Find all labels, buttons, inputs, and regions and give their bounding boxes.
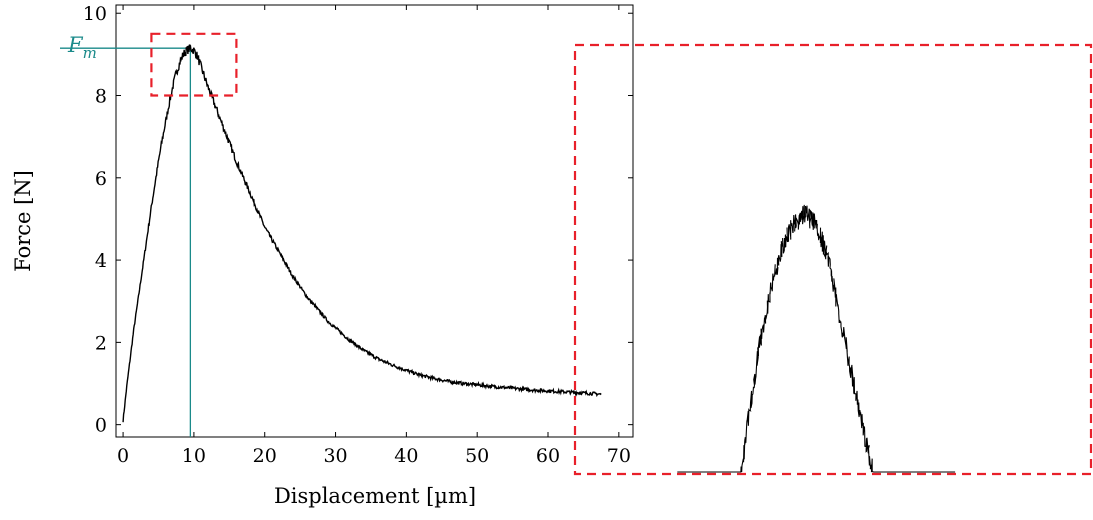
x-tick-label: 50 [465,445,489,467]
zoom-inset [573,43,1093,476]
y-tick-label: 2 [95,332,107,354]
axis-ticks [116,5,633,437]
y-tick-label: 10 [83,3,107,25]
peak-force-label-sub: m [83,44,97,62]
zoom-inset-box [573,43,1093,476]
y-tick-label: 0 [95,415,107,437]
plot-frame [115,4,634,438]
peak-force-label-main: F [67,33,84,57]
main-plot: 0 10 20 30 40 50 60 70 0 2 4 6 8 10 Fm [60,3,634,467]
y-tick-label: 6 [95,168,107,190]
zoom-region-box [150,32,238,97]
x-tick-label: 0 [117,445,129,467]
axis-tick-labels: 0 10 20 30 40 50 60 70 0 2 4 6 8 10 [83,3,631,467]
x-tick-label: 40 [394,445,418,467]
x-tick-label: 30 [323,445,347,467]
zoomed-force-curve [677,204,956,473]
x-axis-label: Displacement [µm] [274,484,476,508]
peak-marker-lines [60,47,192,437]
y-tick-label: 4 [95,250,107,272]
x-tick-label: 70 [607,445,631,467]
y-axis-label: Force [N] [11,170,35,272]
x-tick-label: 60 [536,445,560,467]
y-tick-label: 8 [95,86,107,108]
peak-force-label: Fm [67,33,97,62]
x-tick-label: 20 [253,445,277,467]
x-tick-label: 10 [182,445,206,467]
force-curve [122,44,602,423]
